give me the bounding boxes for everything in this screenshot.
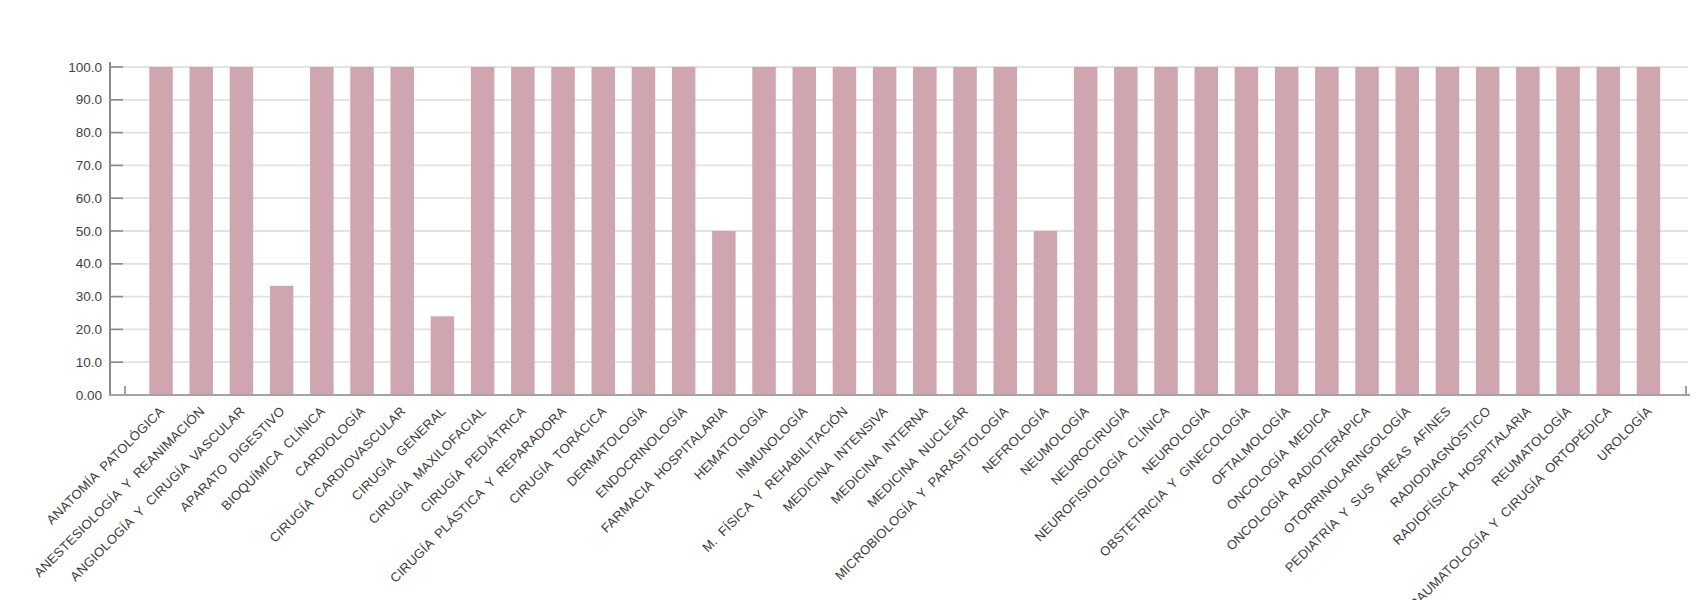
bar	[632, 67, 656, 395]
bar	[1275, 67, 1299, 395]
bar	[1436, 67, 1460, 395]
bar	[270, 286, 294, 395]
bar	[793, 67, 817, 395]
y-axis-tick-label: 0.00	[76, 388, 102, 403]
bar	[551, 67, 575, 395]
bar	[1315, 67, 1339, 395]
bar	[1114, 67, 1138, 395]
bar	[592, 67, 616, 395]
x-axis-category-label: NEUMOLOGÍA	[1017, 403, 1092, 478]
y-axis-tick-label: 90.0	[76, 92, 102, 107]
bar	[1154, 67, 1178, 395]
y-axis-tick-label: 80.0	[76, 125, 102, 140]
x-axis-category-label: ANGIOLOGÍA Y CIRUGÍA VASCULAR	[67, 404, 248, 585]
bar	[913, 67, 937, 395]
x-axis-category-label: HEMATOLOGÍA	[691, 403, 770, 482]
bar	[1074, 67, 1098, 395]
bar	[672, 67, 696, 395]
bar	[1396, 67, 1420, 395]
bar	[471, 67, 495, 395]
bar	[833, 67, 857, 395]
bar	[1195, 67, 1219, 395]
bar	[1597, 67, 1621, 395]
bar	[1355, 67, 1379, 395]
bar	[391, 67, 415, 395]
bar	[1556, 67, 1580, 395]
bar	[1235, 67, 1259, 395]
y-axis-tick-label: 10.0	[76, 355, 102, 370]
chart-root: 0.00 10.0 20.0 30.0 40.0 50.0 60.0 70.0 80.0 90.0…	[0, 0, 1700, 600]
y-axis-tick-label: 30.0	[76, 289, 102, 304]
bar	[873, 67, 897, 395]
x-axis-category-label: INMUNOLOGÍA	[732, 403, 810, 481]
y-axis-tick-label: 60.0	[76, 191, 102, 206]
bar	[310, 67, 334, 395]
bar-chart: 0.00 10.0 20.0 30.0 40.0 50.0 60.0 70.0 80.0 90.0…	[0, 0, 1700, 600]
bar	[712, 231, 736, 395]
bar	[1516, 67, 1540, 395]
x-axis-labels-group: ANATOMÍA PATOLÓGICAANESTESIOLOGÍA Y REAN…	[31, 403, 1655, 600]
bar	[511, 67, 534, 395]
bar	[1476, 67, 1500, 395]
x-axis-category-label: M. FÍSICA Y REHABILITACIÓN	[699, 404, 850, 555]
bar	[752, 67, 776, 395]
y-axis-tick-label: 40.0	[76, 256, 102, 271]
x-axis-category-label: ONCOLOGÍA RADIOTERÁPICA	[1223, 403, 1373, 553]
x-axis-category-label: CARDIOLOGÍA	[292, 403, 368, 479]
bar	[149, 67, 173, 395]
y-axis-labels-group: 0.00 10.0 20.0 30.0 40.0 50.0 60.0 70.0 80.0 90.0…	[68, 60, 102, 403]
bar	[190, 67, 214, 395]
bar	[230, 67, 254, 395]
y-axis-tick-label: 100.0	[68, 60, 102, 75]
y-axis-tick-label: 20.0	[76, 322, 102, 337]
x-axis-category-label: ANESTESIOLOGÍA Y REANIMACIÓN	[31, 404, 207, 580]
bar	[1034, 231, 1058, 395]
bar	[994, 67, 1018, 395]
y-axis-tick-label: 70.0	[76, 158, 102, 173]
bar	[1637, 67, 1661, 395]
bar	[350, 67, 374, 395]
y-axis-tick-label: 50.0	[76, 224, 102, 239]
bar	[431, 316, 455, 395]
bar	[953, 67, 977, 395]
